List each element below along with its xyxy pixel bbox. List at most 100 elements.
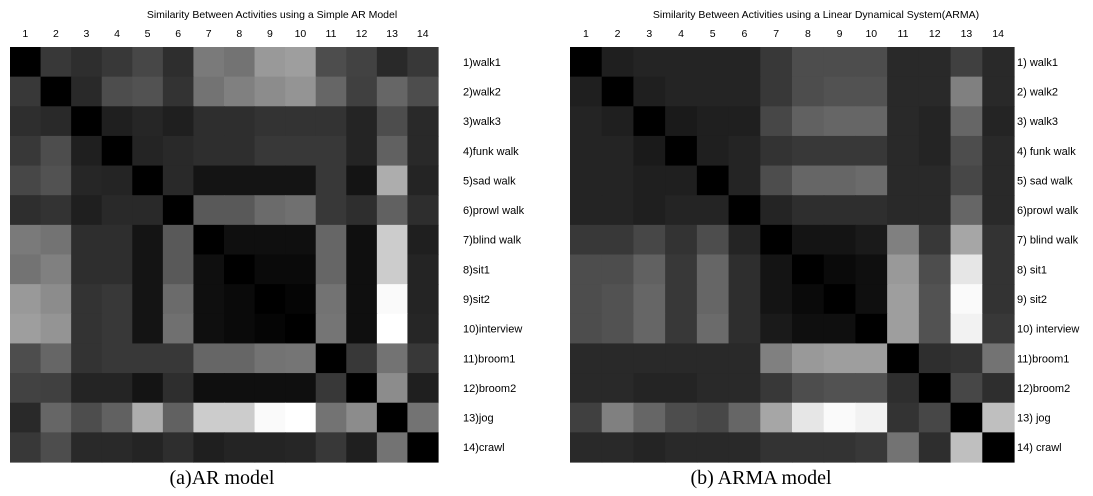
heatmap-cell: [760, 224, 793, 256]
heatmap-cell: [823, 343, 857, 374]
heatmap-cell: [71, 373, 103, 404]
heatmap-cell: [570, 254, 603, 285]
figure-caption: (b) ARMA model: [690, 467, 832, 489]
heatmap-cell: [728, 224, 761, 256]
x-tick-label: 2: [615, 28, 621, 40]
heatmap-cell: [918, 432, 952, 463]
row-label: 2)walk2: [463, 86, 501, 98]
heatmap-cell: [346, 106, 378, 137]
heatmap-cell: [760, 402, 793, 433]
heatmap-cell: [823, 195, 857, 226]
heatmap-cell: [162, 373, 195, 404]
heatmap-cell: [376, 313, 409, 345]
heatmap-cell: [696, 313, 730, 345]
row-label: 10)interview: [463, 324, 522, 336]
heatmap-cell: [792, 76, 825, 107]
heatmap-cell: [950, 76, 983, 107]
heatmap-cell: [887, 106, 920, 137]
heatmap-cell: [101, 254, 133, 285]
heatmap-cell: [633, 254, 666, 285]
heatmap-cell: [887, 47, 920, 78]
x-tick-label: 3: [84, 28, 90, 40]
heatmap-cell: [71, 47, 103, 78]
heatmap-cell: [101, 76, 133, 107]
heatmap-cell: [823, 47, 857, 78]
heatmap-cell: [40, 432, 72, 463]
heatmap-cells: [570, 47, 1015, 463]
heatmap-cell: [792, 284, 825, 315]
heatmap-cell: [315, 106, 347, 137]
heatmap-cell: [696, 254, 730, 285]
heatmap-cell: [71, 343, 103, 374]
heatmap-cell: [918, 165, 952, 196]
heatmap-cell: [315, 47, 347, 78]
heatmap-cell: [224, 195, 256, 226]
x-tick-label: 2: [53, 28, 59, 40]
row-label: 13)jog: [463, 413, 494, 425]
heatmap-cell: [132, 402, 164, 433]
row-label: 9) sit2: [1017, 294, 1047, 306]
heatmap-cell: [665, 106, 698, 137]
heatmap-cell: [40, 76, 72, 107]
heatmap-cell: [315, 76, 347, 107]
heatmap-cell: [376, 402, 409, 433]
heatmap-cell: [71, 313, 103, 345]
heatmap-cell: [823, 432, 857, 463]
heatmap-cell: [254, 47, 286, 78]
heatmap-cell: [346, 135, 378, 167]
heatmap-cell: [950, 165, 983, 196]
heatmap-cell: [570, 432, 603, 463]
heatmap-cell: [887, 195, 920, 226]
heatmap-cell: [224, 402, 256, 433]
heatmap-cell: [101, 284, 133, 315]
heatmap-cell: [887, 284, 920, 315]
row-label: 7) blind walk: [1017, 235, 1079, 247]
heatmap-cell: [696, 402, 730, 433]
heatmap-cell: [855, 165, 888, 196]
heatmap-cell: [162, 284, 195, 315]
heatmap-cell: [855, 106, 888, 137]
heatmap-cell: [855, 373, 888, 404]
row-label: 11)broom1: [463, 353, 515, 365]
heatmap-cell: [887, 432, 920, 463]
heatmap-cell: [285, 343, 317, 374]
heatmap-cell: [601, 284, 635, 315]
heatmap-cell: [376, 47, 409, 78]
x-tick-label: 14: [417, 28, 429, 40]
heatmap-cell: [760, 47, 793, 78]
heatmap-cell: [918, 373, 952, 404]
heatmap-cell: [376, 224, 409, 256]
heatmap-cell: [792, 106, 825, 137]
heatmap-cell: [315, 432, 347, 463]
heatmap-cell: [71, 254, 103, 285]
heatmap-cell: [950, 343, 983, 374]
heatmap-cell: [346, 165, 378, 196]
x-tick-label: 13: [961, 28, 973, 40]
heatmap-cell: [162, 224, 195, 256]
x-tick-label: 8: [236, 28, 242, 40]
x-tick-label: 4: [114, 28, 120, 40]
row-label: 5)sad walk: [463, 175, 516, 187]
heatmap-cell: [346, 195, 378, 226]
heatmap-cell: [601, 165, 635, 196]
x-tick-label: 7: [206, 28, 212, 40]
heatmap-cell: [132, 106, 164, 137]
row-label: 6)prowl walk: [1017, 205, 1079, 217]
heatmap-cell: [71, 165, 103, 196]
heatmap-cell: [728, 76, 761, 107]
heatmap-cell: [792, 343, 825, 374]
heatmap-cell: [696, 373, 730, 404]
heatmap-cell: [633, 224, 666, 256]
heatmap-cell: [982, 373, 1015, 404]
heatmap-cell: [254, 343, 286, 374]
heatmap-cell: [696, 135, 730, 167]
heatmap-cell: [696, 195, 730, 226]
heatmap-cell: [376, 343, 409, 374]
x-tick-label: 5: [710, 28, 716, 40]
heatmap-cell: [315, 195, 347, 226]
heatmap-cell: [162, 135, 195, 167]
heatmap-cell: [950, 224, 983, 256]
heatmap-cell: [315, 165, 347, 196]
heatmap-cell: [254, 254, 286, 285]
heatmap-cell: [193, 254, 225, 285]
